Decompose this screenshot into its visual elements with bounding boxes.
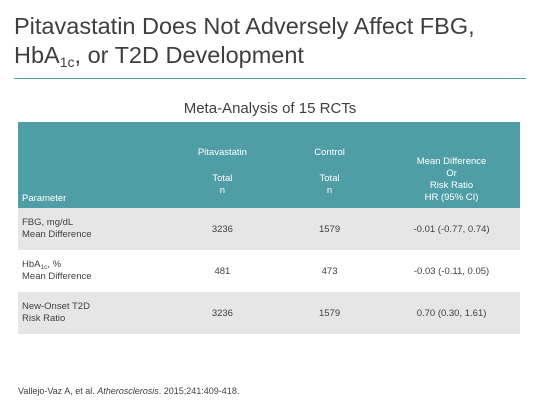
title-line-1: Pitavastatin Does Not Adversely Affect F… xyxy=(14,13,475,39)
row-result: 0.70 (0.30, 1.61) xyxy=(416,307,487,319)
row-parameter: New-Onset T2D Risk Ratio xyxy=(22,301,90,324)
header-pitavastatin: Pitavastatin xyxy=(197,147,247,158)
row-result: -0.03 (-0.11, 0.05) xyxy=(413,265,490,277)
header-control-total-n: Total n xyxy=(319,173,340,196)
row-pitavastatin-n: 3236 xyxy=(211,223,233,235)
row-parameter: HbA1c, % Mean Difference xyxy=(22,259,92,282)
slide-title: Pitavastatin Does Not Adversely Affect F… xyxy=(14,12,524,70)
table-row-hba1c: HbA1c, % Mean Difference 481 473 -0.03 (… xyxy=(18,250,520,292)
row-parameter: FBG, mg/dL Mean Difference xyxy=(22,217,92,240)
table-caption: Meta-Analysis of 15 RCTs xyxy=(183,100,357,117)
row-pitavastatin-n: 3236 xyxy=(211,307,233,319)
citation: Vallejo-Vaz A, et al. Atherosclerosis. 2… xyxy=(18,386,240,396)
header-row-1: Parameter Pitavastatin Control Mean Diff… xyxy=(18,122,520,204)
row-pitavastatin-n: 481 xyxy=(214,265,231,277)
header-control: Control xyxy=(314,147,345,158)
header-pitavastatin-total-n: Total n xyxy=(212,173,233,196)
table-row-t2d: New-Onset T2D Risk Ratio 3236 1579 0.70 … xyxy=(18,292,520,334)
row-control-n: 1579 xyxy=(318,307,341,319)
header-parameter: Parameter xyxy=(22,193,67,204)
title-line-2: HbA1c, or T2D Development xyxy=(14,42,304,70)
table-row-fbg: FBG, mg/dL Mean Difference 3236 1579 -0.… xyxy=(18,208,520,250)
row-result: -0.01 (-0.77, 0.74) xyxy=(413,223,490,235)
row-control-n: 473 xyxy=(321,265,338,277)
header-result: Mean Difference Or Risk Ratio HR (95% CI… xyxy=(416,156,487,203)
row-control-n: 1579 xyxy=(318,223,341,235)
title-divider xyxy=(14,78,526,79)
meta-analysis-table: Parameter Pitavastatin Control Mean Diff… xyxy=(18,122,520,334)
